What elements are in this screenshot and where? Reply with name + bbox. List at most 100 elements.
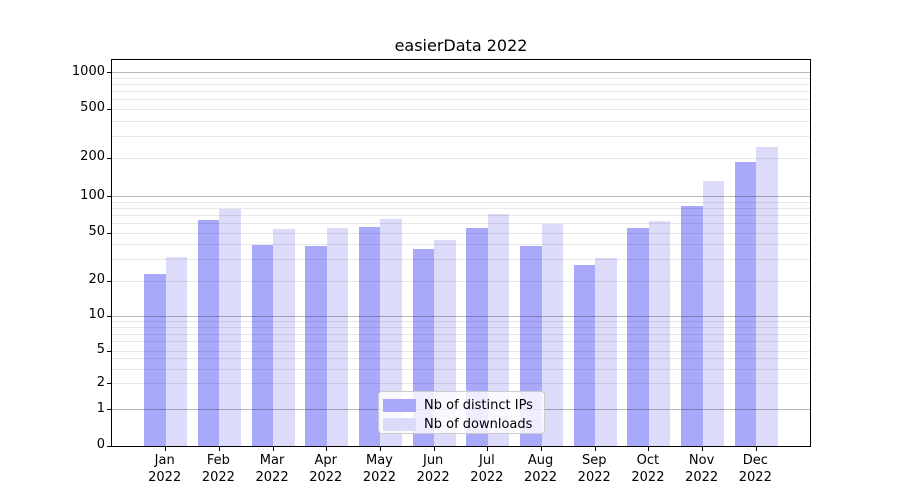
- gridline-minor: [112, 98, 810, 100]
- x-tick-label: Nov 2022: [674, 452, 730, 486]
- chart-title: easierData 2022: [394, 36, 528, 55]
- legend-swatch-downloads: [383, 418, 416, 431]
- x-tick-mark: [272, 447, 274, 451]
- legend-item-downloads: Nb of downloads: [383, 417, 544, 432]
- bar-downloads-aug: [541, 223, 564, 446]
- legend: Nb of distinct IPs Nb of downloads: [378, 391, 545, 434]
- y-tick-mark: [107, 383, 111, 384]
- x-tick-mark: [433, 447, 435, 451]
- y-tick-label: 1000: [71, 63, 105, 79]
- x-tick-label: Feb 2022: [190, 452, 246, 486]
- bar-ips-dec: [734, 162, 757, 446]
- x-tick-mark: [541, 447, 543, 451]
- x-tick-mark: [326, 447, 328, 451]
- y-tick-mark: [107, 350, 111, 352]
- x-tick-month: Nov: [688, 453, 715, 468]
- x-tick-month: Jun: [422, 453, 444, 468]
- x-tick-label: May 2022: [351, 452, 407, 486]
- bar-downloads-feb: [219, 209, 241, 446]
- x-tick-month: Aug: [527, 453, 554, 468]
- bar-downloads-jul: [487, 214, 510, 446]
- y-tick-label: 20: [88, 272, 105, 287]
- y-tick-mark: [107, 409, 111, 410]
- gridline-minor: [112, 83, 810, 85]
- legend-label-distinct-ips: Nb of distinct IPs: [424, 398, 533, 413]
- x-tick-year: 2022: [523, 470, 558, 485]
- y-tick-mark: [107, 280, 111, 282]
- bar-ips-jan: [144, 273, 166, 446]
- x-tick-label: Aug 2022: [513, 452, 569, 486]
- bar-downloads-jan: [165, 256, 188, 446]
- x-tick-label: Jul 2022: [459, 452, 515, 486]
- x-tick-year: 2022: [416, 470, 450, 485]
- bar-ips-feb: [197, 220, 220, 446]
- y-tick-label: 1: [96, 400, 105, 416]
- x-tick-mark: [165, 447, 167, 451]
- bar-downloads-nov: [702, 180, 725, 446]
- x-tick-month: Jul: [479, 453, 495, 468]
- y-tick-label: 2: [96, 374, 105, 390]
- y-tick-label: 200: [80, 149, 105, 165]
- y-tick-mark: [107, 232, 111, 234]
- x-tick-year: 2022: [685, 470, 719, 485]
- y-tick-mark: [107, 196, 111, 198]
- x-tick-label: Apr 2022: [298, 452, 354, 486]
- x-tick-label: Mar 2022: [244, 452, 300, 486]
- x-tick-month: Jan: [154, 453, 175, 468]
- bar-ips-mar: [251, 244, 274, 446]
- x-tick-mark: [755, 447, 757, 451]
- bar-downloads-oct: [648, 221, 671, 446]
- y-tick-mark: [107, 108, 111, 110]
- x-tick-month: Mar: [259, 453, 285, 468]
- legend-item-distinct-ips: Nb of distinct IPs: [383, 398, 544, 413]
- x-tick-month: Feb: [206, 453, 230, 468]
- x-tick-mark: [218, 447, 220, 451]
- gridline-minor: [112, 120, 810, 122]
- x-tick-month: Dec: [742, 453, 768, 468]
- y-tick-mark: [107, 445, 111, 447]
- gridline-minor: [112, 108, 810, 110]
- bar-downloads-may: [380, 218, 402, 446]
- gridline-minor: [112, 135, 810, 137]
- bar-ips-may: [358, 227, 381, 446]
- y-tick-label: 10: [88, 307, 105, 322]
- x-tick-month: Sep: [581, 453, 607, 468]
- x-tick-year: 2022: [577, 470, 611, 485]
- x-tick-month: Apr: [314, 453, 338, 468]
- bar-downloads-mar: [273, 229, 295, 446]
- legend-swatch-distinct-ips: [383, 399, 416, 412]
- x-tick-year: 2022: [738, 470, 772, 485]
- x-tick-label: Dec 2022: [727, 452, 783, 486]
- bar-ips-nov: [681, 205, 703, 446]
- bar-downloads-apr: [326, 228, 349, 446]
- y-tick-label: 5: [96, 342, 105, 357]
- x-tick-year: 2022: [201, 470, 235, 485]
- y-tick-label: 50: [88, 224, 105, 240]
- bar-ips-sep: [573, 265, 596, 446]
- x-tick-mark: [487, 447, 489, 451]
- x-tick-year: 2022: [309, 470, 343, 485]
- x-tick-month: Oct: [636, 453, 660, 468]
- x-tick-month: May: [366, 453, 393, 468]
- plot-area: [107, 59, 811, 451]
- x-tick-mark: [594, 447, 596, 451]
- y-tick-label: 0: [96, 437, 105, 452]
- x-tick-label: Jan 2022: [137, 452, 193, 486]
- y-tick-mark: [107, 315, 111, 317]
- x-tick-label: Sep 2022: [566, 452, 622, 486]
- bar-downloads-dec: [756, 146, 778, 446]
- gridline-minor: [112, 77, 810, 79]
- x-tick-label: Jun 2022: [405, 452, 461, 486]
- y-tick-label: 100: [80, 187, 105, 203]
- x-tick-year: 2022: [255, 470, 289, 485]
- gridline-minor: [112, 157, 810, 159]
- y-tick-mark: [107, 157, 111, 159]
- x-tick-mark: [702, 447, 704, 451]
- gridline-minor: [112, 90, 810, 92]
- gridline-major: [112, 72, 810, 74]
- x-tick-mark: [648, 447, 650, 451]
- bar-ips-oct: [627, 228, 649, 446]
- x-tick-label: Oct 2022: [620, 452, 676, 486]
- y-tick-mark: [107, 72, 111, 74]
